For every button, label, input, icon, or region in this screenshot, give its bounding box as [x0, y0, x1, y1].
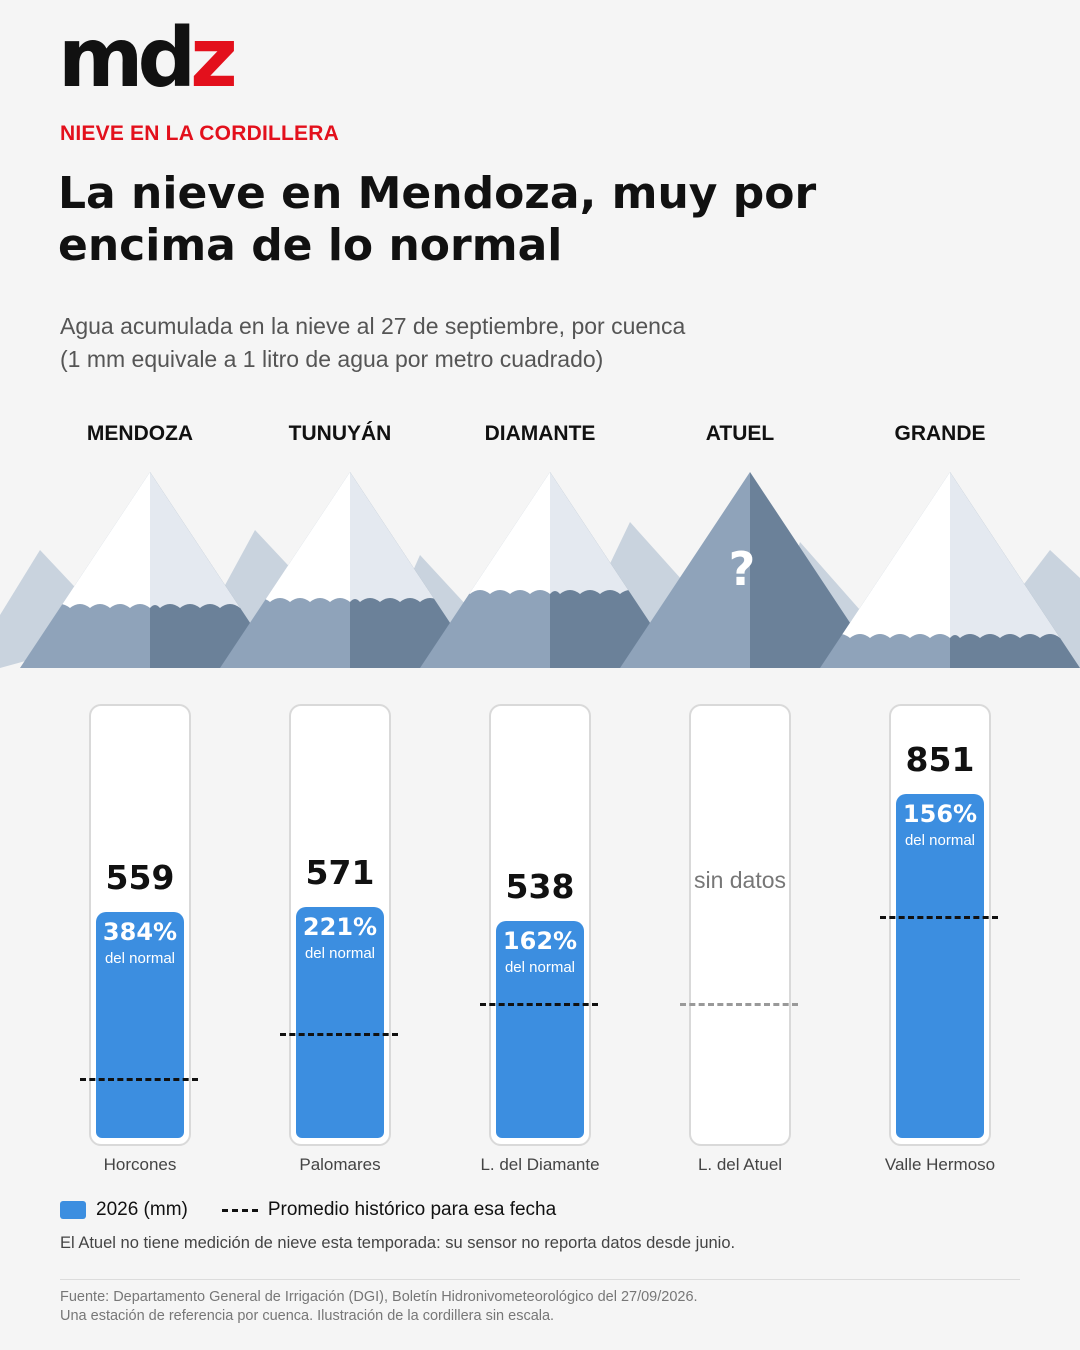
- legend-bar-swatch: [60, 1201, 86, 1219]
- bar-mendoza: [96, 912, 184, 1138]
- mountain-grande: [820, 472, 1080, 668]
- column-frame-atuel: [689, 704, 791, 1146]
- value-label-grande: 851: [905, 740, 975, 780]
- percent-sub-label-grande: del normal: [904, 832, 976, 850]
- bar-tunuyan: [296, 907, 384, 1138]
- station-label-diamante: L. del Diamante: [480, 1155, 600, 1174]
- percent-label-grande: 156%: [902, 800, 978, 829]
- page-title: La nieve en Mendoza, muy por encima de l…: [58, 168, 817, 271]
- question-mark-icon: ?: [729, 542, 756, 596]
- subtitle-line-1: Agua acumulada en la nieve al 27 de sept…: [60, 313, 686, 339]
- station-label-grande: Valle Hermoso: [884, 1155, 996, 1174]
- average-line-mendoza: [80, 1078, 198, 1082]
- mountain-atuel: ?: [620, 472, 880, 668]
- legend-bar-label: 2026 (mm): [96, 1199, 188, 1220]
- basin-name-atuel: ATUEL: [705, 422, 775, 445]
- percent-label-diamante: 162%: [502, 926, 578, 955]
- value-label-diamante: 538: [505, 866, 575, 906]
- average-line-grande: [880, 916, 998, 920]
- average-line-atuel: [680, 1002, 798, 1006]
- atuel-note: El Atuel no tiene medición de nieve esta…: [60, 1234, 736, 1252]
- station-label-tunuyan: Palomares: [299, 1155, 381, 1174]
- basin-name-mendoza: MENDOZA: [86, 422, 194, 445]
- mdz-logo: mdz: [58, 11, 238, 106]
- basin-name-grande: GRANDE: [894, 422, 986, 445]
- kicker: NIEVE EN LA CORDILLERA: [60, 122, 339, 145]
- source-line-2: Una estación de referencia por cuenca. I…: [60, 1308, 555, 1324]
- average-line-tunuyan: [280, 1032, 398, 1036]
- value-label-tunuyan: 571: [305, 853, 375, 893]
- divider: [60, 1279, 1020, 1280]
- no-data-label-atuel: sin datos: [693, 867, 787, 893]
- percent-label-mendoza: 384%: [102, 918, 178, 947]
- subtitle-line-2: (1 mm equivale a 1 litro de agua por met…: [60, 346, 604, 372]
- logo-accent: z: [190, 11, 238, 106]
- basin-name-diamante: DIAMANTE: [484, 422, 596, 445]
- source: Fuente: Departamento General de Irrigaci…: [60, 1288, 1020, 1326]
- station-label-atuel: L. del Atuel: [697, 1155, 783, 1174]
- percent-sub-label-diamante: del normal: [504, 958, 576, 976]
- subtitle: Agua acumulada en la nieve al 27 de sept…: [60, 310, 820, 376]
- mountain-illustration: ?: [0, 472, 1080, 668]
- percent-sub-label-mendoza: del normal: [104, 950, 176, 968]
- legend-line-label: Promedio histórico para esa fecha: [267, 1199, 557, 1220]
- percent-sub-label-tunuyan: del normal: [304, 945, 376, 963]
- value-label-mendoza: 559: [105, 858, 175, 898]
- bar-grande: [896, 794, 984, 1138]
- bar-diamante: [496, 920, 584, 1138]
- legend-dash-swatch: [221, 1208, 258, 1212]
- source-line-1: Fuente: Departamento General de Irrigaci…: [60, 1289, 698, 1305]
- logo-main: md: [58, 11, 196, 106]
- station-label-mendoza: Horcones: [103, 1155, 177, 1174]
- average-line-diamante: [480, 1002, 598, 1006]
- percent-label-tunuyan: 221%: [302, 913, 378, 942]
- basin-name-tunuyan: TUNUYÁN: [288, 422, 392, 445]
- legend: 2026 (mm) Promedio histórico para esa fe…: [60, 1197, 556, 1223]
